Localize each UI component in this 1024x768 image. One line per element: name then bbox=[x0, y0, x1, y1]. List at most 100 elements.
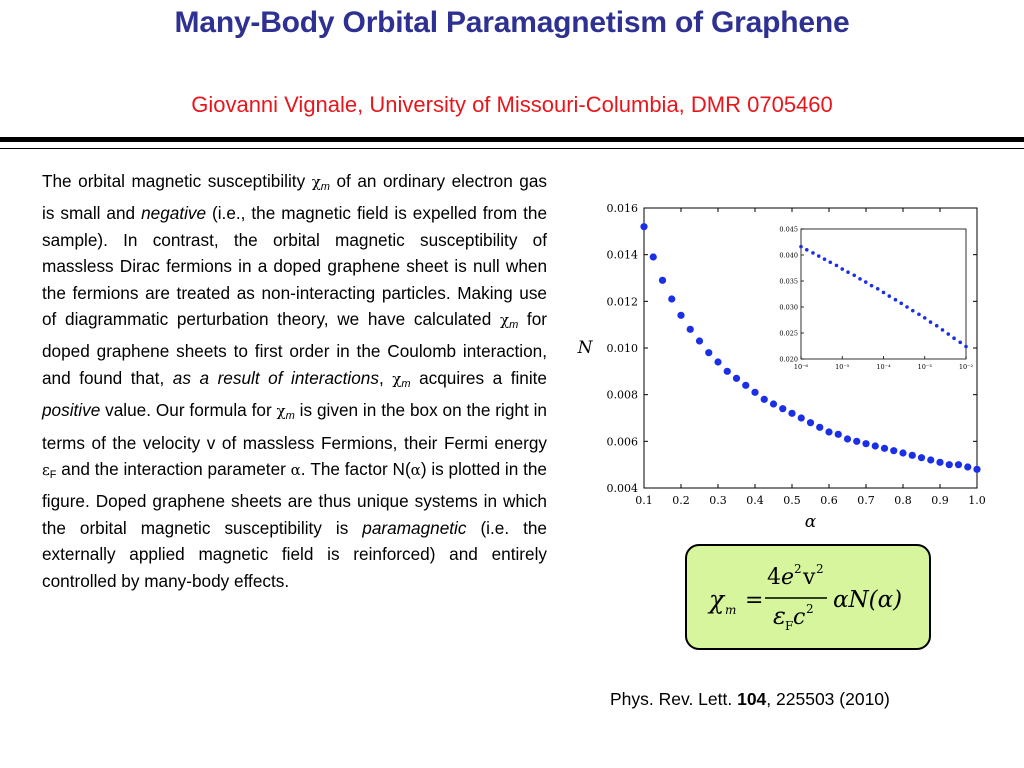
subscript-m: m bbox=[509, 319, 519, 332]
x-tick-label: 1.0 bbox=[968, 494, 986, 507]
x-tick-label: 0.8 bbox=[894, 494, 912, 507]
inset-series bbox=[799, 244, 968, 349]
inset-x-tick-label: 10⁻⁴ bbox=[876, 363, 891, 371]
formula-chi: χ bbox=[707, 585, 726, 614]
subscript-m: m bbox=[401, 377, 411, 390]
data-point bbox=[640, 223, 648, 231]
formula-den-eps: ε bbox=[773, 602, 786, 630]
divider-thick bbox=[0, 137, 1024, 142]
inset-data-point bbox=[887, 294, 892, 298]
chi-symbol: χ bbox=[311, 173, 321, 191]
inset-x-tick-label: 10⁻³ bbox=[918, 363, 933, 371]
data-point bbox=[908, 451, 916, 459]
formula-den-F: F bbox=[785, 619, 793, 633]
inset-data-point bbox=[828, 260, 833, 265]
data-point bbox=[927, 456, 935, 464]
inset-data-point bbox=[922, 316, 927, 320]
formula-chi-sub: m bbox=[725, 603, 736, 617]
data-point bbox=[825, 428, 833, 436]
formula-den-c-sup: 2 bbox=[806, 602, 814, 616]
inset-y-tick-label: 0.040 bbox=[779, 252, 798, 260]
inset-data-point bbox=[893, 297, 898, 302]
data-point bbox=[742, 381, 750, 389]
x-tick-label: 0.7 bbox=[857, 494, 875, 507]
data-point bbox=[834, 430, 842, 438]
slide-title: Many-Body Orbital Paramagnetism of Graph… bbox=[174, 6, 850, 39]
data-point bbox=[705, 349, 713, 357]
data-point bbox=[899, 449, 907, 457]
data-point bbox=[649, 253, 657, 261]
formula-equals: = bbox=[745, 588, 763, 613]
inset-data-point bbox=[822, 257, 827, 261]
text-run: is given in the box on the right in term… bbox=[42, 400, 547, 453]
data-point bbox=[890, 447, 898, 455]
inset-data-point bbox=[910, 308, 915, 313]
alpha-symbol: α bbox=[410, 461, 421, 480]
x-tick-label: 0.4 bbox=[746, 494, 764, 507]
emphasis-negative: negative bbox=[141, 203, 207, 224]
data-point bbox=[945, 461, 953, 469]
inset-data-point bbox=[881, 290, 886, 295]
data-point bbox=[714, 358, 722, 366]
formula-rhs: αN(α) bbox=[833, 587, 902, 613]
x-tick-label: 0.5 bbox=[783, 494, 801, 507]
x-tick-label: 0.6 bbox=[820, 494, 838, 507]
text-run: ) is plotted in the figure. Doped graphe… bbox=[42, 459, 547, 538]
divider-thin bbox=[0, 148, 1024, 149]
x-tick-label: 0.2 bbox=[672, 494, 690, 507]
chi-symbol: χ bbox=[499, 311, 510, 330]
emphasis-positive: positive bbox=[42, 400, 101, 421]
inset-data-point bbox=[958, 340, 963, 345]
inset-data-point bbox=[858, 277, 862, 281]
inset-data-point bbox=[875, 287, 880, 291]
inset-x-tick-label: 10⁻² bbox=[959, 363, 974, 371]
inset-data-point bbox=[834, 263, 839, 268]
inset-data-point bbox=[816, 254, 821, 258]
data-point bbox=[760, 395, 768, 403]
text-run: The orbital magnetic susceptibility bbox=[42, 171, 312, 191]
susceptibility-formula: χ m = 4 e 2 v 2 ε F c 2 αN(α) bbox=[707, 562, 902, 633]
y-tick-label: 0.010 bbox=[607, 342, 639, 355]
emphasis-interactions: as a result of interactions bbox=[172, 367, 379, 388]
data-point bbox=[964, 463, 972, 471]
citation-volume: 104 bbox=[737, 689, 767, 709]
formula-num-v: v bbox=[802, 565, 816, 590]
data-point bbox=[973, 465, 981, 473]
citation-journal: Phys. Rev. Lett. bbox=[610, 689, 738, 709]
main-series bbox=[640, 223, 981, 473]
subscript-m: m bbox=[320, 181, 330, 193]
y-tick-label: 0.006 bbox=[607, 435, 639, 448]
data-point bbox=[695, 337, 704, 345]
formula-den-c: c bbox=[793, 605, 805, 630]
chi-symbol: χ bbox=[276, 402, 286, 421]
x-tick-label: 0.1 bbox=[635, 494, 653, 507]
chi-symbol: χ bbox=[392, 369, 402, 388]
data-point bbox=[677, 311, 685, 319]
x-axis-label: α bbox=[805, 512, 817, 532]
formula-box: χ m = 4 e 2 v 2 ε F c 2 αN(α) bbox=[685, 544, 931, 650]
inset-data-point bbox=[899, 301, 904, 306]
inset-data-point bbox=[964, 344, 968, 349]
emphasis-paramagnetic: paramagnetic bbox=[362, 517, 467, 538]
data-point bbox=[769, 400, 778, 408]
data-point bbox=[853, 437, 861, 445]
data-point bbox=[751, 388, 759, 396]
inset-data-point bbox=[869, 283, 874, 288]
text-run: value. Our formula for bbox=[100, 400, 277, 421]
data-point bbox=[871, 442, 879, 450]
text-run: and the interaction parameter bbox=[56, 459, 291, 480]
data-point bbox=[806, 419, 815, 427]
y-tick-label: 0.004 bbox=[607, 482, 639, 495]
x-tick-label: 0.3 bbox=[709, 494, 727, 507]
inset-data-point bbox=[940, 328, 945, 332]
main-ticks: 0.1 0.2 0.3 0.4 0.5 0.6 0.7 0.8 0.9 1.0 0.004 0.006… bbox=[607, 202, 986, 507]
inset-y-tick-label: 0.030 bbox=[779, 304, 798, 312]
inset-data-point bbox=[946, 332, 951, 336]
inset-ticks: 10⁻⁶ 10⁻⁵ 10⁻⁴ 10⁻³ 10⁻² 0.020 0.025 0.030 0.035… bbox=[779, 226, 973, 372]
y-tick-label: 0.016 bbox=[607, 202, 639, 215]
body-paragraph: The orbital magnetic susceptibility χm o… bbox=[42, 168, 547, 594]
subscript-m: m bbox=[285, 410, 295, 423]
inset-y-tick-label: 0.045 bbox=[779, 226, 798, 234]
inset-x-tick-label: 10⁻⁵ bbox=[835, 363, 850, 371]
n-alpha-chart: 0.1 0.2 0.3 0.4 0.5 0.6 0.7 0.8 0.9 1.0 0.004 0.006… bbox=[577, 202, 986, 532]
